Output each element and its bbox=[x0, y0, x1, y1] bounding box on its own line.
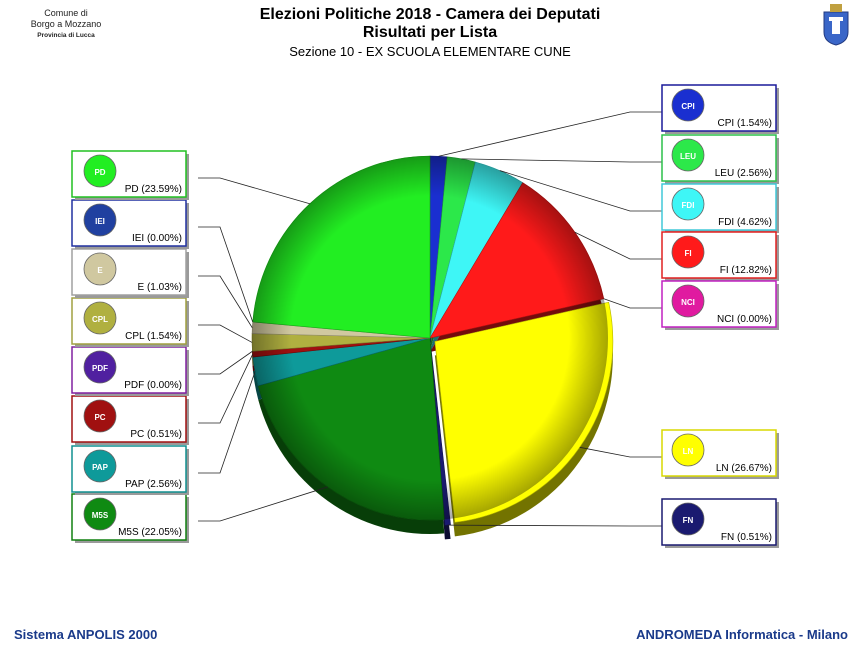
party-logo-pdf-icon bbox=[83, 350, 117, 384]
legend-label-pdf: PDF (0.00%) bbox=[124, 380, 182, 391]
legend-label-leu: LEU (2.56%) bbox=[715, 168, 772, 179]
legend-label-pap: PAP (2.56%) bbox=[125, 479, 182, 490]
legend-label-fdi: FDI (4.62%) bbox=[718, 217, 772, 228]
footer-company-label: ANDROMEDA Informatica - Milano bbox=[636, 627, 848, 642]
party-logo-text: IEI bbox=[95, 217, 105, 226]
leader-line-fn bbox=[447, 524, 662, 527]
party-logo-cpl-icon bbox=[83, 301, 117, 335]
party-logo-text: PD bbox=[94, 168, 105, 177]
party-logo-text: E bbox=[97, 266, 103, 275]
party-logo-pap-icon bbox=[83, 449, 117, 483]
legend-box-iei: IEI IEI (0.00%) bbox=[71, 199, 189, 249]
party-logo-text: M5S bbox=[92, 511, 109, 520]
leader-line-pap bbox=[198, 371, 256, 474]
leader-line-fdi bbox=[499, 170, 662, 212]
legend-box-leu: LEU LEU (2.56%) bbox=[661, 134, 779, 184]
leader-line-e bbox=[198, 275, 253, 328]
chart-titles: Elezioni Politiche 2018 - Camera dei Dep… bbox=[230, 6, 630, 60]
party-logo-pd-icon bbox=[83, 154, 117, 188]
legend-box-e: E E (1.03%) bbox=[71, 248, 189, 298]
comune-header: Comune di Borgo a Mozzano Provincia di L… bbox=[18, 8, 114, 41]
party-logo-text: PAP bbox=[92, 463, 109, 472]
party-logo-text: FDI bbox=[682, 201, 695, 210]
legend-label-iei: IEI (0.00%) bbox=[132, 233, 182, 244]
comune-crest-icon bbox=[823, 4, 849, 46]
legend-box-pc: PC PC (0.51%) bbox=[71, 395, 189, 445]
party-logo-text: FN bbox=[683, 516, 694, 525]
provincia-label: Provincia di Lucca bbox=[37, 32, 95, 39]
party-logo-leu-icon bbox=[671, 138, 705, 172]
legend-box-nci: NCI NCI (0.00%) bbox=[661, 280, 779, 330]
legend-box-pap: PAP PAP (2.56%) bbox=[71, 445, 189, 495]
leader-line-pc bbox=[198, 353, 254, 424]
chart-subtitle: Risultati per Lista bbox=[362, 24, 498, 41]
party-logo-cpi-icon bbox=[671, 88, 705, 122]
party-logo-text: CPI bbox=[681, 102, 694, 111]
party-logo-text: PDF bbox=[92, 364, 108, 373]
leader-line-cpl bbox=[198, 324, 253, 343]
section-label: Sezione 10 - EX SCUOLA ELEMENTARE CUNE bbox=[289, 44, 571, 59]
party-logo-nci-icon bbox=[671, 284, 705, 318]
legend-box-pd: PD PD (23.59%) bbox=[71, 150, 189, 200]
leader-line-m5s bbox=[198, 486, 328, 522]
leader-line-fi bbox=[574, 231, 662, 260]
party-logo-text: FI bbox=[684, 249, 691, 258]
legend-label-cpi: CPI (1.54%) bbox=[718, 118, 772, 129]
leader-line-ln bbox=[579, 446, 662, 458]
page-title: Elezioni Politiche 2018 - Camera dei Dep… bbox=[259, 6, 601, 23]
leader-line-iei bbox=[198, 226, 254, 323]
leader-line-pdf bbox=[198, 350, 253, 375]
legend-box-fi: FI FI (12.82%) bbox=[661, 231, 779, 281]
party-logo-fn-icon bbox=[671, 502, 705, 536]
legend-label-fn: FN (0.51%) bbox=[721, 532, 772, 543]
party-logo-text: LEU bbox=[680, 152, 696, 161]
party-logo-fi-icon bbox=[671, 235, 705, 269]
legend-label-pc: PC (0.51%) bbox=[130, 429, 182, 440]
pie-shading bbox=[252, 156, 608, 520]
party-logo-text: NCI bbox=[681, 298, 695, 307]
party-logo-e-icon bbox=[83, 252, 117, 286]
legend-box-pdf: PDF PDF (0.00%) bbox=[71, 346, 189, 396]
legend-box-cpi: CPI CPI (1.54%) bbox=[661, 84, 779, 134]
party-logo-m5s-icon bbox=[83, 497, 117, 531]
party-logo-text: LN bbox=[683, 447, 694, 456]
leader-line-nci bbox=[603, 298, 662, 309]
legend-label-nci: NCI (0.00%) bbox=[717, 314, 772, 325]
legend-label-cpl: CPL (1.54%) bbox=[125, 331, 182, 342]
legend-label-e: E (1.03%) bbox=[138, 282, 182, 293]
legend-box-cpl: CPL CPL (1.54%) bbox=[71, 297, 189, 347]
leader-line-pd bbox=[198, 177, 310, 205]
legend-box-ln: LN LN (26.67%) bbox=[661, 429, 779, 479]
comune-line1: Comune di bbox=[44, 8, 88, 18]
legend-label-pd: PD (23.59%) bbox=[125, 184, 182, 195]
legend-label-m5s: M5S (22.05%) bbox=[118, 527, 182, 538]
party-logo-text: PC bbox=[94, 413, 105, 422]
legend-box-fdi: FDI FDI (4.62%) bbox=[661, 183, 779, 233]
party-logo-fdi-icon bbox=[671, 187, 705, 221]
legend-box-m5s: M5S M5S (22.05%) bbox=[71, 493, 189, 543]
party-logo-pc-icon bbox=[83, 399, 117, 433]
leader-line-cpi bbox=[438, 111, 662, 157]
party-logo-ln-icon bbox=[671, 433, 705, 467]
footer-system-label: Sistema ANPOLIS 2000 bbox=[14, 627, 158, 642]
legend-box-fn: FN FN (0.51%) bbox=[661, 498, 779, 548]
party-logo-text: CPL bbox=[92, 315, 108, 324]
party-logo-iei-icon bbox=[83, 203, 117, 237]
legend-label-fi: FI (12.82%) bbox=[720, 265, 772, 276]
legend-label-ln: LN (26.67%) bbox=[716, 463, 772, 474]
comune-line2: Borgo a Mozzano bbox=[30, 19, 102, 29]
leader-line-leu bbox=[461, 158, 662, 163]
